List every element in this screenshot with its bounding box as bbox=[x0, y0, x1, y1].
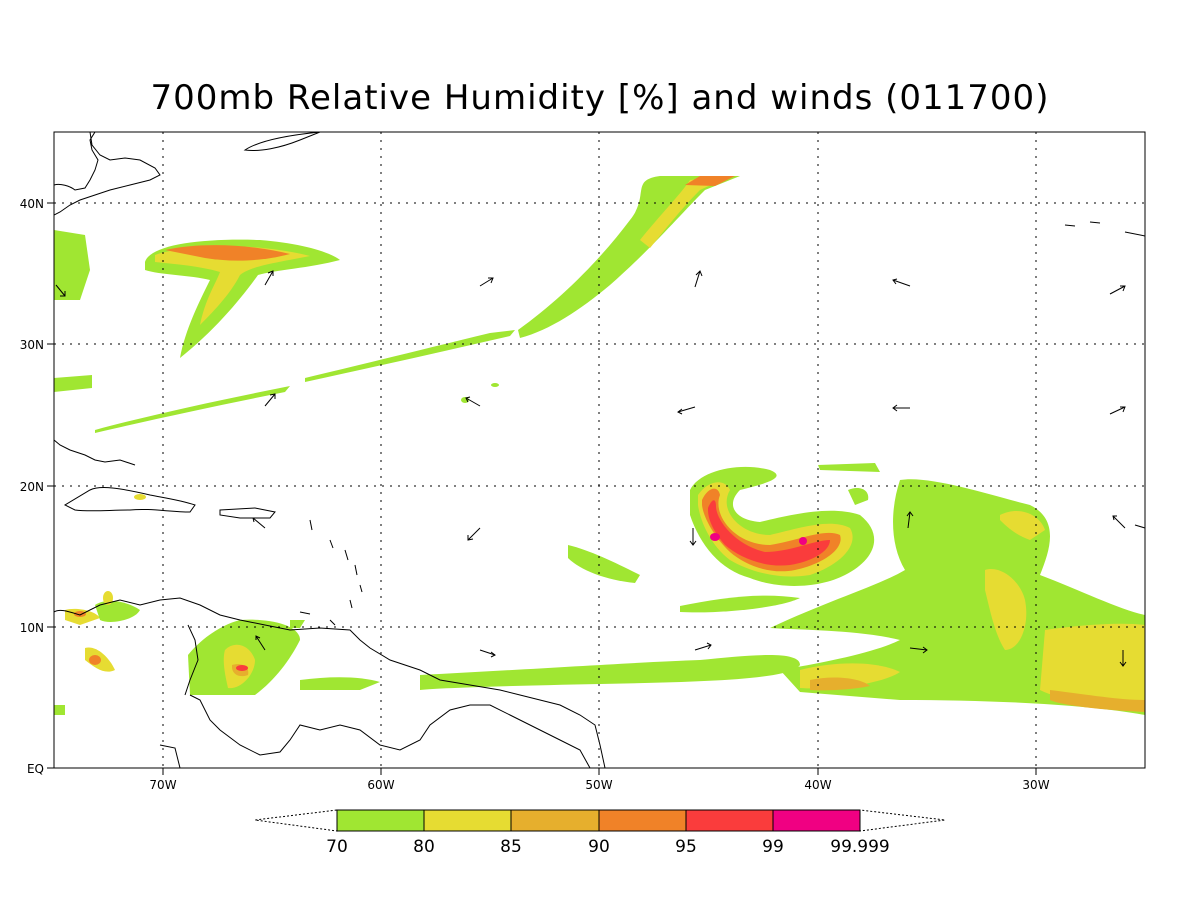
rh-region-jet-core2 bbox=[685, 176, 735, 186]
wind-arrow bbox=[264, 393, 276, 407]
colorbar-swatch-85 bbox=[510, 809, 600, 832]
wind-arrow bbox=[467, 527, 481, 541]
wind-arrow bbox=[892, 278, 911, 287]
wind-arrow bbox=[465, 396, 481, 407]
rh-region-east-85 bbox=[1050, 690, 1145, 712]
coast-north-america bbox=[54, 132, 161, 216]
coast-puerto-rico bbox=[219, 507, 276, 519]
lat-label-20n: 20N bbox=[20, 480, 44, 494]
rh-region-blob2 bbox=[848, 488, 869, 505]
rh-region-venezuela-95 bbox=[236, 665, 248, 671]
coast-azores bbox=[1064, 221, 1145, 237]
colorbar-label-95: 95 bbox=[675, 837, 697, 857]
lon-label-50w: 50W bbox=[585, 778, 612, 792]
colorbar-label-99: 99 bbox=[762, 837, 784, 857]
lat-label-40n: 40N bbox=[20, 197, 44, 211]
rh-region-caribbean bbox=[290, 620, 305, 628]
coast-cape-verde bbox=[1134, 524, 1145, 529]
axis-ticks bbox=[47, 202, 1037, 775]
wind-arrow bbox=[1119, 650, 1127, 667]
colorbar-label-99999: 99.999 bbox=[830, 837, 889, 857]
wind-arrow bbox=[1109, 406, 1126, 415]
coast-nova-scotia bbox=[243, 132, 321, 151]
wind-arrow bbox=[892, 404, 910, 412]
rh-region-east-85b bbox=[810, 677, 870, 691]
rh-band-2 bbox=[305, 330, 515, 382]
colorbar-right-extension bbox=[859, 809, 946, 832]
humidity-field bbox=[54, 176, 1145, 715]
coast-hispaniola bbox=[63, 487, 196, 513]
wind-arrow bbox=[252, 517, 266, 529]
coast-south-america bbox=[54, 597, 606, 768]
colorbar-label-85: 85 bbox=[500, 837, 522, 857]
rh-band-1 bbox=[95, 386, 290, 433]
coast-lesser-antilles bbox=[299, 519, 363, 626]
wind-vectors bbox=[55, 270, 1127, 667]
colorbar-label-70: 70 bbox=[326, 837, 348, 857]
rh-band-south bbox=[420, 655, 800, 690]
lat-label-eq: EQ bbox=[27, 762, 44, 776]
rh-region-cyclone-99b bbox=[799, 537, 807, 545]
rh-region-bermuda bbox=[145, 239, 340, 358]
wind-arrow bbox=[255, 635, 266, 651]
rh-region-east-80a bbox=[985, 569, 1027, 650]
lat-label-10n: 10N bbox=[20, 621, 44, 635]
wind-arrow bbox=[689, 528, 697, 546]
colorbar-left-extension bbox=[254, 809, 338, 832]
rh-region-bermuda-80 bbox=[155, 246, 310, 325]
colorbar-swatch-70 bbox=[336, 809, 425, 832]
lon-label-30w: 30W bbox=[1022, 778, 1049, 792]
lat-label-30n: 30N bbox=[20, 338, 44, 352]
rh-region-cyclone-99 bbox=[710, 533, 720, 541]
rh-region-cyclone-95 bbox=[708, 500, 830, 566]
wind-arrow bbox=[479, 277, 494, 287]
rh-band-south2 bbox=[680, 595, 800, 613]
rh-region-jet bbox=[518, 176, 740, 338]
rh-region-venezuela2 bbox=[300, 677, 380, 690]
lon-label-70w: 70W bbox=[149, 778, 176, 792]
colorbar-swatch-90 bbox=[598, 809, 687, 832]
lon-label-40w: 40W bbox=[804, 778, 831, 792]
colorbar-swatch-80 bbox=[423, 809, 512, 832]
coast-florida bbox=[54, 439, 136, 466]
wind-arrow bbox=[479, 649, 496, 658]
colorbar-swatch-95 bbox=[685, 809, 774, 832]
wind-arrow bbox=[694, 270, 703, 288]
rh-region-east-80d bbox=[1000, 510, 1045, 540]
rh-region-east-80b bbox=[1040, 623, 1145, 712]
wind-arrow bbox=[906, 511, 914, 529]
colorbar-swatch-99 bbox=[772, 809, 861, 832]
wind-arrow bbox=[55, 284, 66, 297]
coast-inland bbox=[159, 624, 199, 768]
rh-patch-west2 bbox=[54, 375, 92, 392]
colorbar-label-80: 80 bbox=[413, 837, 435, 857]
rh-region-cyclone-arc bbox=[818, 463, 880, 472]
wind-arrow bbox=[694, 642, 712, 651]
wind-arrow bbox=[677, 406, 696, 415]
rh-region-bermuda-90 bbox=[165, 245, 290, 261]
rh-region-blob bbox=[568, 545, 640, 583]
colorbar: 70 80 85 90 95 99 99.999 bbox=[254, 809, 946, 857]
map-title: 700mb Relative Humidity [%] and winds (0… bbox=[150, 78, 1050, 118]
wind-arrow bbox=[264, 270, 274, 286]
rh-region-jet-core bbox=[640, 176, 730, 248]
wind-arrow bbox=[909, 646, 928, 654]
wind-arrow bbox=[1109, 285, 1126, 295]
rh-region-gulf bbox=[95, 600, 140, 622]
rh-patch-west bbox=[54, 230, 90, 300]
wind-arrow bbox=[1112, 515, 1126, 529]
colorbar-label-90: 90 bbox=[588, 837, 610, 857]
lon-label-60w: 60W bbox=[367, 778, 394, 792]
coast-south-interior bbox=[189, 694, 591, 768]
coastlines bbox=[54, 132, 1145, 768]
graticule bbox=[54, 132, 1145, 768]
